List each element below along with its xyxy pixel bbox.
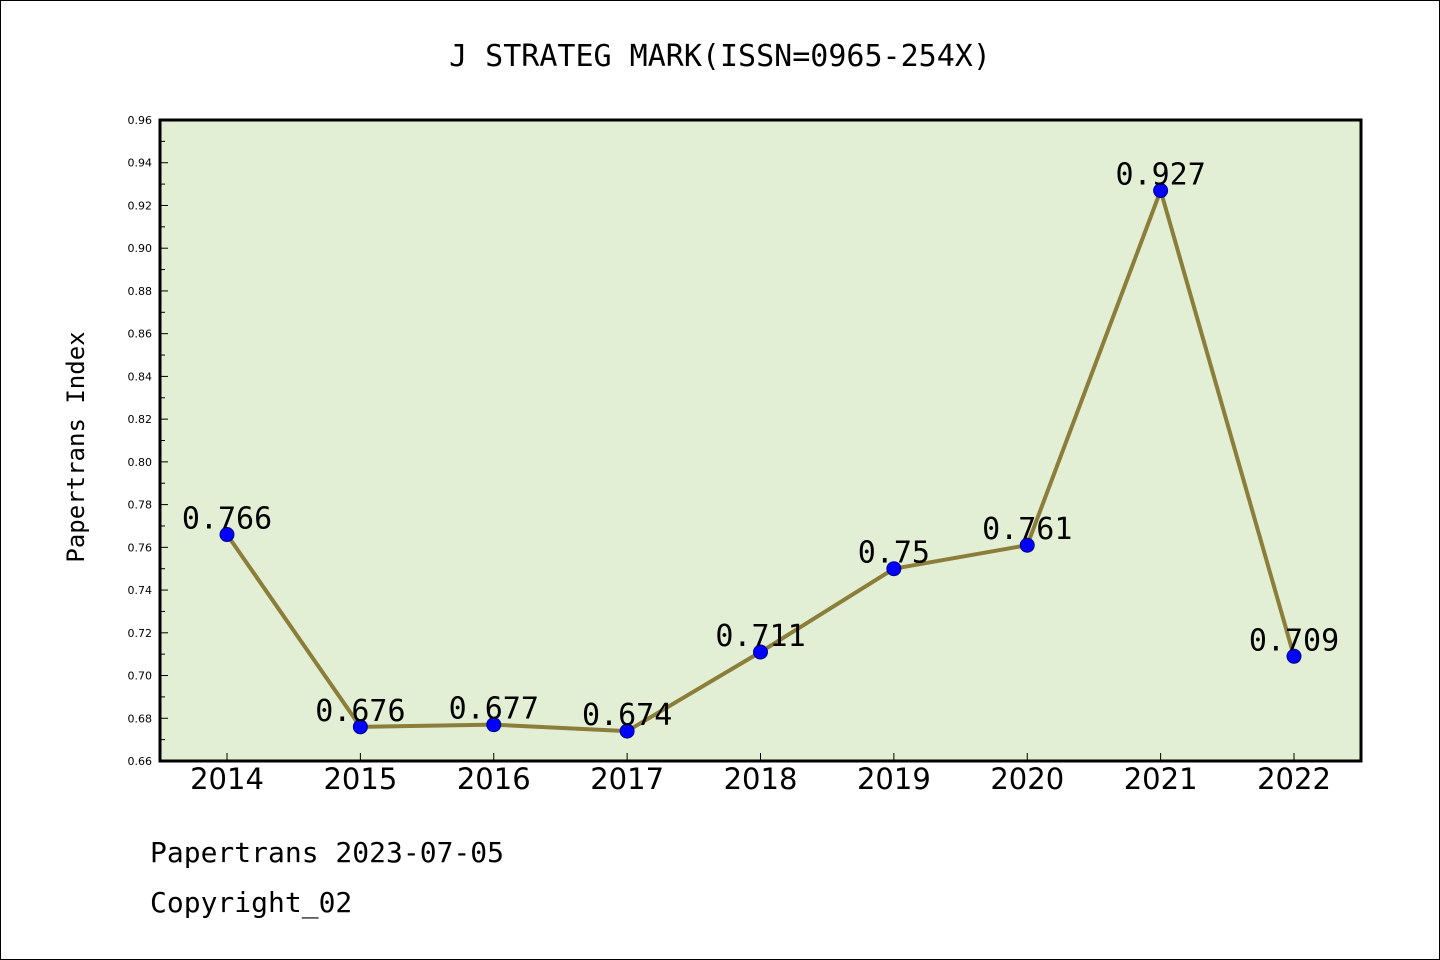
x-tick-label: 2021 bbox=[1124, 762, 1198, 796]
data-point bbox=[886, 561, 902, 577]
y-tick-label: 0.94 bbox=[128, 157, 153, 170]
x-tick-label: 2017 bbox=[590, 762, 664, 796]
data-label: 0.674 bbox=[582, 698, 672, 733]
footer-copyright: Copyright_02 bbox=[150, 886, 353, 919]
y-tick-label: 0.88 bbox=[128, 285, 153, 298]
data-point bbox=[352, 719, 368, 735]
y-tick-label: 0.86 bbox=[128, 328, 153, 341]
series-layer bbox=[219, 183, 1302, 739]
data-point bbox=[1286, 648, 1302, 664]
data-point bbox=[219, 527, 235, 543]
x-tick-label: 2014 bbox=[190, 762, 264, 796]
data-label: 0.927 bbox=[1115, 158, 1205, 193]
data-point bbox=[619, 723, 635, 739]
x-tick-label: 2018 bbox=[724, 762, 798, 796]
y-tick-label: 0.84 bbox=[128, 370, 153, 383]
y-tick-label: 0.72 bbox=[128, 627, 153, 640]
x-tick-label: 2019 bbox=[857, 762, 931, 796]
x-tick-label: 2020 bbox=[990, 762, 1064, 796]
x-tick-label: 2015 bbox=[323, 762, 397, 796]
data-point bbox=[486, 717, 502, 733]
y-axis-ticks: 0.66 0.68 0.70 0.72 0.74 0.76 0.78 0.80 0.82 0.84… bbox=[128, 114, 168, 768]
data-point bbox=[753, 644, 768, 660]
data-labels: 0.766 0.676 0.677 0.674 0.711 0.75 0.761 0.927 0… bbox=[182, 158, 1339, 734]
x-tick-label: 2016 bbox=[457, 762, 531, 796]
y-tick-label: 0.82 bbox=[128, 413, 153, 426]
y-tick-label: 0.68 bbox=[128, 712, 153, 725]
y-axis-label: Papertrans Index bbox=[62, 331, 90, 562]
y-tick-label: 0.76 bbox=[128, 541, 153, 554]
data-label: 0.677 bbox=[449, 692, 539, 727]
x-tick-label: 2022 bbox=[1257, 762, 1331, 796]
data-label: 0.75 bbox=[858, 536, 930, 571]
chart-title: J STRATEG MARK(ISSN=0965-254X) bbox=[449, 39, 991, 74]
y-tick-label: 0.96 bbox=[128, 114, 153, 127]
data-point bbox=[1019, 537, 1035, 553]
data-label: 0.761 bbox=[982, 512, 1072, 547]
y-tick-label: 0.80 bbox=[128, 456, 153, 469]
data-point bbox=[1153, 183, 1169, 199]
y-tick-label: 0.92 bbox=[128, 199, 153, 212]
y-tick-label: 0.90 bbox=[128, 242, 153, 255]
y-tick-label: 0.78 bbox=[128, 499, 153, 512]
y-tick-label: 0.74 bbox=[128, 584, 153, 597]
plot-area bbox=[158, 118, 1363, 763]
data-label: 0.711 bbox=[715, 619, 805, 654]
data-label: 0.676 bbox=[315, 694, 405, 729]
y-tick-label: 0.66 bbox=[128, 755, 153, 768]
footer-source: Papertrans 2023-07-05 bbox=[150, 836, 505, 869]
data-label: 0.709 bbox=[1249, 623, 1339, 658]
y-tick-label: 0.70 bbox=[128, 670, 153, 683]
x-axis-ticks: 2014 2015 2016 2017 2018 2019 2020 2021 2022 bbox=[190, 753, 1331, 796]
data-label: 0.766 bbox=[182, 502, 272, 537]
